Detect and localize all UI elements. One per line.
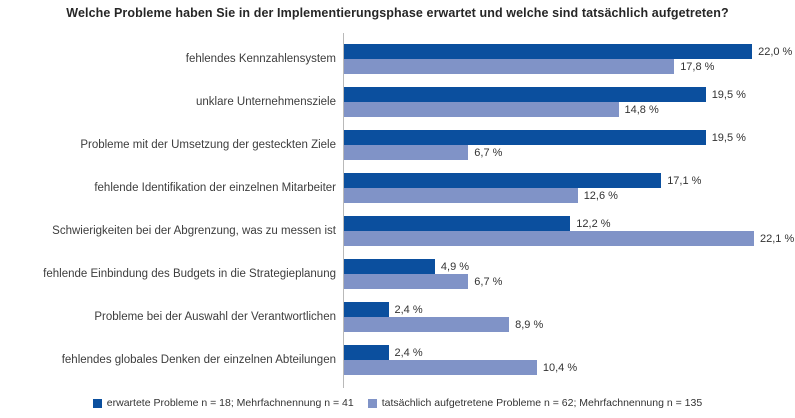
bar-group: fehlende Einbindung des Budgets in die S… [0, 259, 795, 289]
actual-series-swatch [367, 398, 377, 408]
bar-row: 19,5 % [344, 87, 795, 102]
bar-group: Schwierigkeiten bei der Abgrenzung, was … [0, 216, 795, 246]
expected-bar [344, 44, 753, 59]
value-label: 6,7 % [474, 146, 503, 159]
bar-group: Probleme bei der Auswahl der Verantwortl… [0, 302, 795, 332]
bar-row: 19,5 % [344, 130, 795, 145]
value-label: 12,2 % [576, 217, 611, 230]
bar-group: fehlendes Kennzahlensystem 22,0 % 17,8 % [0, 44, 795, 74]
actual-bar [344, 188, 578, 203]
actual-bar [344, 274, 469, 289]
bar-row: 6,7 % [344, 274, 795, 289]
expected-bar [344, 130, 706, 145]
actual-bar [344, 145, 469, 160]
legend: erwartete Probleme n = 18; Mehrfachnennu… [0, 397, 795, 409]
category-label: fehlendes globales Denken der einzelnen … [61, 353, 336, 366]
bars-container: 2,4 % 8,9 % [344, 302, 795, 332]
bars-container: 19,5 % 14,8 % [344, 87, 795, 117]
category-label: fehlendes Kennzahlensystem [185, 52, 336, 65]
bar-row: 22,1 % [344, 231, 795, 246]
value-label: 8,9 % [515, 318, 544, 331]
expected-bar [344, 259, 435, 274]
value-label: 14,8 % [624, 103, 659, 116]
bar-row: 22,0 % [344, 44, 795, 59]
actual-bar [344, 59, 675, 74]
bars-container: 4,9 % 6,7 % [344, 259, 795, 289]
bars-container: 2,4 % 10,4 % [344, 345, 795, 375]
bar-row: 2,4 % [344, 345, 795, 360]
bars-container: 19,5 % 6,7 % [344, 130, 795, 160]
value-label: 2,4 % [394, 346, 423, 359]
value-label: 19,5 % [711, 88, 746, 101]
expected-bar [344, 302, 389, 317]
bar-row: 14,8 % [344, 102, 795, 117]
actual-bar [344, 102, 619, 117]
value-label: 22,0 % [758, 45, 793, 58]
category-label: Probleme mit der Umsetzung der gesteckte… [80, 138, 336, 151]
bars-container: 22,0 % 17,8 % [344, 44, 795, 74]
bar-row: 10,4 % [344, 360, 795, 375]
bar-group: fehlende Identifikation der einzelnen Mi… [0, 173, 795, 203]
bar-row: 2,4 % [344, 302, 795, 317]
actual-bar [344, 360, 537, 375]
category-label: fehlende Identifikation der einzelnen Mi… [94, 181, 336, 194]
legend-item-expected: erwartete Probleme n = 18; Mehrfachnennu… [92, 397, 354, 409]
value-label: 2,4 % [394, 303, 423, 316]
category-label: unklare Unternehmensziele [196, 95, 336, 108]
expected-series-swatch [92, 398, 102, 408]
value-label: 4,9 % [440, 260, 470, 273]
category-label: Probleme bei der Auswahl der Verantwortl… [94, 310, 336, 323]
actual-bar [344, 317, 510, 332]
value-label: 12,6 % [583, 189, 618, 202]
value-label: 10,4 % [542, 361, 578, 374]
value-label: 17,1 % [667, 174, 702, 187]
bar-row: 12,2 % [344, 216, 795, 231]
expected-bar [344, 216, 571, 231]
value-label: 22,1 % [760, 232, 795, 245]
bars-container: 12,2 % 22,1 % [344, 216, 795, 246]
bar-row: 17,8 % [344, 59, 795, 74]
bar-group: fehlendes globales Denken der einzelnen … [0, 345, 795, 375]
expected-bar [344, 87, 706, 102]
bar-row: 6,7 % [344, 145, 795, 160]
bar-row: 8,9 % [344, 317, 795, 332]
actual-bar [344, 231, 754, 246]
bar-chart: fehlendes Kennzahlensystem 22,0 % 17,8 % un… [0, 44, 795, 375]
chart-title: Welche Probleme haben Sie in der Impleme… [66, 6, 729, 20]
legend-item-actual: tatsächlich aufgetretene Probleme n = 62… [367, 397, 703, 409]
y-axis-line [343, 33, 344, 388]
bar-group: Probleme mit der Umsetzung der gesteckte… [0, 130, 795, 160]
legend-label-expected: erwartete Probleme n = 18; Mehrfachnennu… [106, 397, 354, 409]
bar-row: 12,6 % [344, 188, 795, 203]
bars-container: 17,1 % 12,6 % [344, 173, 795, 203]
legend-label-actual: tatsächlich aufgetretene Probleme n = 62… [381, 397, 703, 409]
expected-bar [344, 345, 389, 360]
value-label: 6,7 % [474, 275, 503, 288]
category-label: Schwierigkeiten bei der Abgrenzung, was … [52, 224, 336, 237]
bar-row: 4,9 % [344, 259, 795, 274]
value-label: 19,5 % [711, 131, 746, 144]
category-label: fehlende Einbindung des Budgets in die S… [43, 267, 336, 280]
bar-group: unklare Unternehmensziele 19,5 % 14,8 % [0, 87, 795, 117]
expected-bar [344, 173, 662, 188]
bar-row: 17,1 % [344, 173, 795, 188]
value-label: 17,8 % [680, 60, 715, 73]
